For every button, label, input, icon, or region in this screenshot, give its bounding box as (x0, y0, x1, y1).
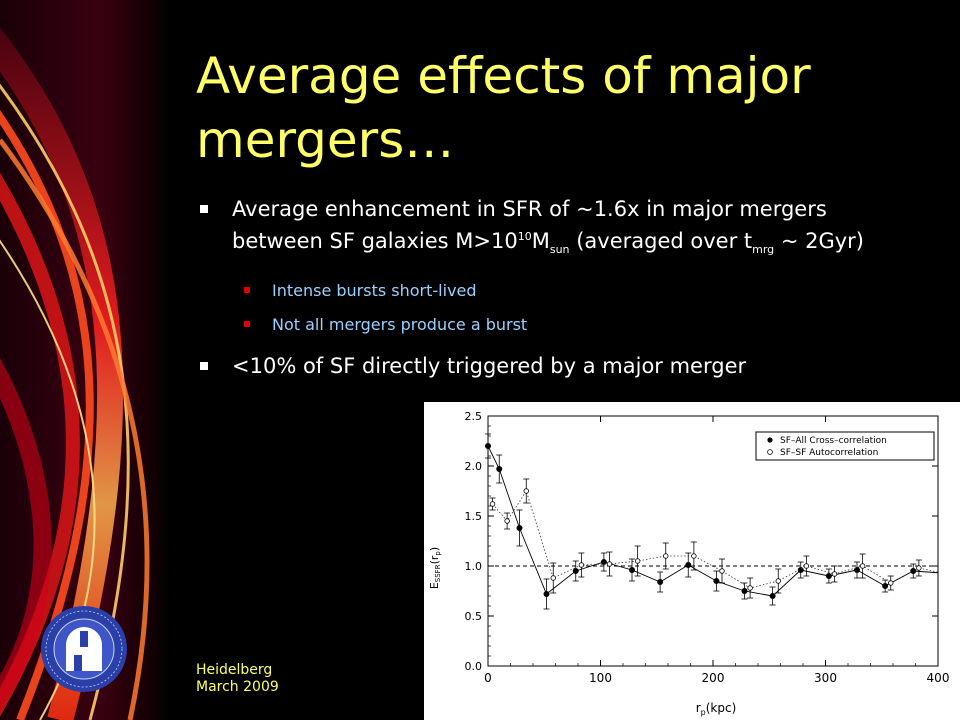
data-point-auto (504, 518, 510, 524)
legend-entry: SF–SF Autocorrelation (780, 448, 878, 458)
sub-bullet-marker (244, 287, 250, 294)
sub-bullet-marker (244, 321, 250, 328)
data-point-cross (516, 525, 523, 532)
data-point-auto (523, 488, 529, 494)
bullet-text: Average enhancement in SFR of ~1.6x in m… (232, 197, 827, 253)
data-point-cross (741, 587, 748, 594)
data-point-auto (747, 585, 753, 591)
data-point-cross (769, 592, 776, 599)
legend-marker-open (767, 449, 773, 455)
sub-bullet-item: Not all mergers produce a burst (198, 315, 918, 335)
y-tick-label: 0.0 (465, 660, 483, 673)
data-point-cross (882, 582, 889, 589)
data-point-cross (685, 561, 692, 568)
data-point-cross (853, 566, 860, 573)
superscript: 10 (517, 230, 532, 243)
legend-marker-filled (767, 437, 773, 443)
data-point-cross (543, 590, 550, 597)
data-point-cross (600, 558, 607, 565)
slide-title: Average effects of major mergers… (196, 47, 811, 169)
data-point-auto (775, 578, 781, 584)
x-tick-label: 300 (814, 671, 837, 685)
data-point-auto (691, 553, 697, 559)
y-tick-label: 0.5 (465, 610, 483, 623)
data-point-auto (859, 563, 866, 569)
bullet-list: Average enhancement in SFR of ~1.6x in m… (198, 196, 918, 380)
y-tick-label: 1.5 (465, 510, 483, 523)
x-tick-label: 100 (589, 671, 612, 685)
data-point-auto (550, 575, 556, 581)
bullet-text: <10% of SF directly triggered by a major… (232, 354, 747, 379)
bullet-item: <10% of SF directly triggered by a major… (198, 353, 918, 380)
x-tick-label: 0 (484, 671, 492, 685)
bullet-marker (200, 362, 208, 371)
bullet-text: ~ 2Gyr) (774, 229, 864, 253)
data-point-auto (489, 501, 496, 507)
sub-bullet-item: Intense bursts short-lived (198, 281, 918, 301)
data-point-auto (606, 561, 613, 567)
decorative-light-streaks (0, 0, 168, 720)
data-point-auto (888, 580, 894, 586)
data-point-cross (496, 466, 503, 473)
enhancement-chart: 0.0 0.5 1.0 1.5 2.0 2.5 0 100 200 300 400 SF–All C… (424, 402, 960, 720)
data-point-cross (485, 443, 492, 450)
series-line-auto (492, 490, 938, 589)
bullet-item: Average enhancement in SFR of ~1.6x in m… (198, 196, 918, 263)
bullet-marker (200, 205, 208, 213)
legend: SF–All Cross–correlation SF–SF Autocorre… (755, 431, 935, 461)
subscript: sun (549, 243, 570, 257)
data-point-auto (803, 563, 810, 569)
x-tick-label: 200 (702, 671, 725, 685)
x-tick-label: 400 (927, 671, 950, 685)
data-point-cross (628, 566, 635, 573)
footer-place: Heidelberg (196, 662, 273, 678)
y-tick-label: 1.0 (465, 560, 483, 573)
data-point-auto (719, 568, 725, 574)
data-point-auto (916, 565, 922, 571)
data-point-cross (825, 572, 832, 579)
data-point-auto (663, 553, 669, 559)
subscript: mrg (752, 243, 775, 257)
footer: Heidelberg March 2009 (196, 662, 279, 696)
data-point-auto (831, 571, 838, 577)
legend-box (755, 431, 935, 461)
institute-logo (41, 606, 127, 692)
data-point-cross (572, 567, 579, 574)
x-axis-label: rp(kpc) (696, 701, 737, 717)
y-tick-label: 2.5 (465, 410, 483, 423)
y-tick-label: 2.0 (465, 460, 483, 473)
data-point-cross (657, 578, 664, 585)
footer-date: March 2009 (196, 679, 279, 695)
series-line-cross (488, 445, 938, 597)
bullet-text: (averaged over t (569, 229, 753, 253)
data-point-auto (578, 562, 585, 568)
sub-bullet-text: Intense bursts short-lived (272, 281, 477, 301)
legend-entry: SF–All Cross–correlation (780, 436, 887, 446)
svg-text:rp(kpc): rp(kpc) (696, 701, 737, 717)
data-point-auto (634, 558, 641, 564)
bullet-text: M (531, 229, 550, 253)
sub-bullet-text: Not all mergers produce a burst (272, 315, 528, 335)
data-point-cross (713, 577, 720, 584)
